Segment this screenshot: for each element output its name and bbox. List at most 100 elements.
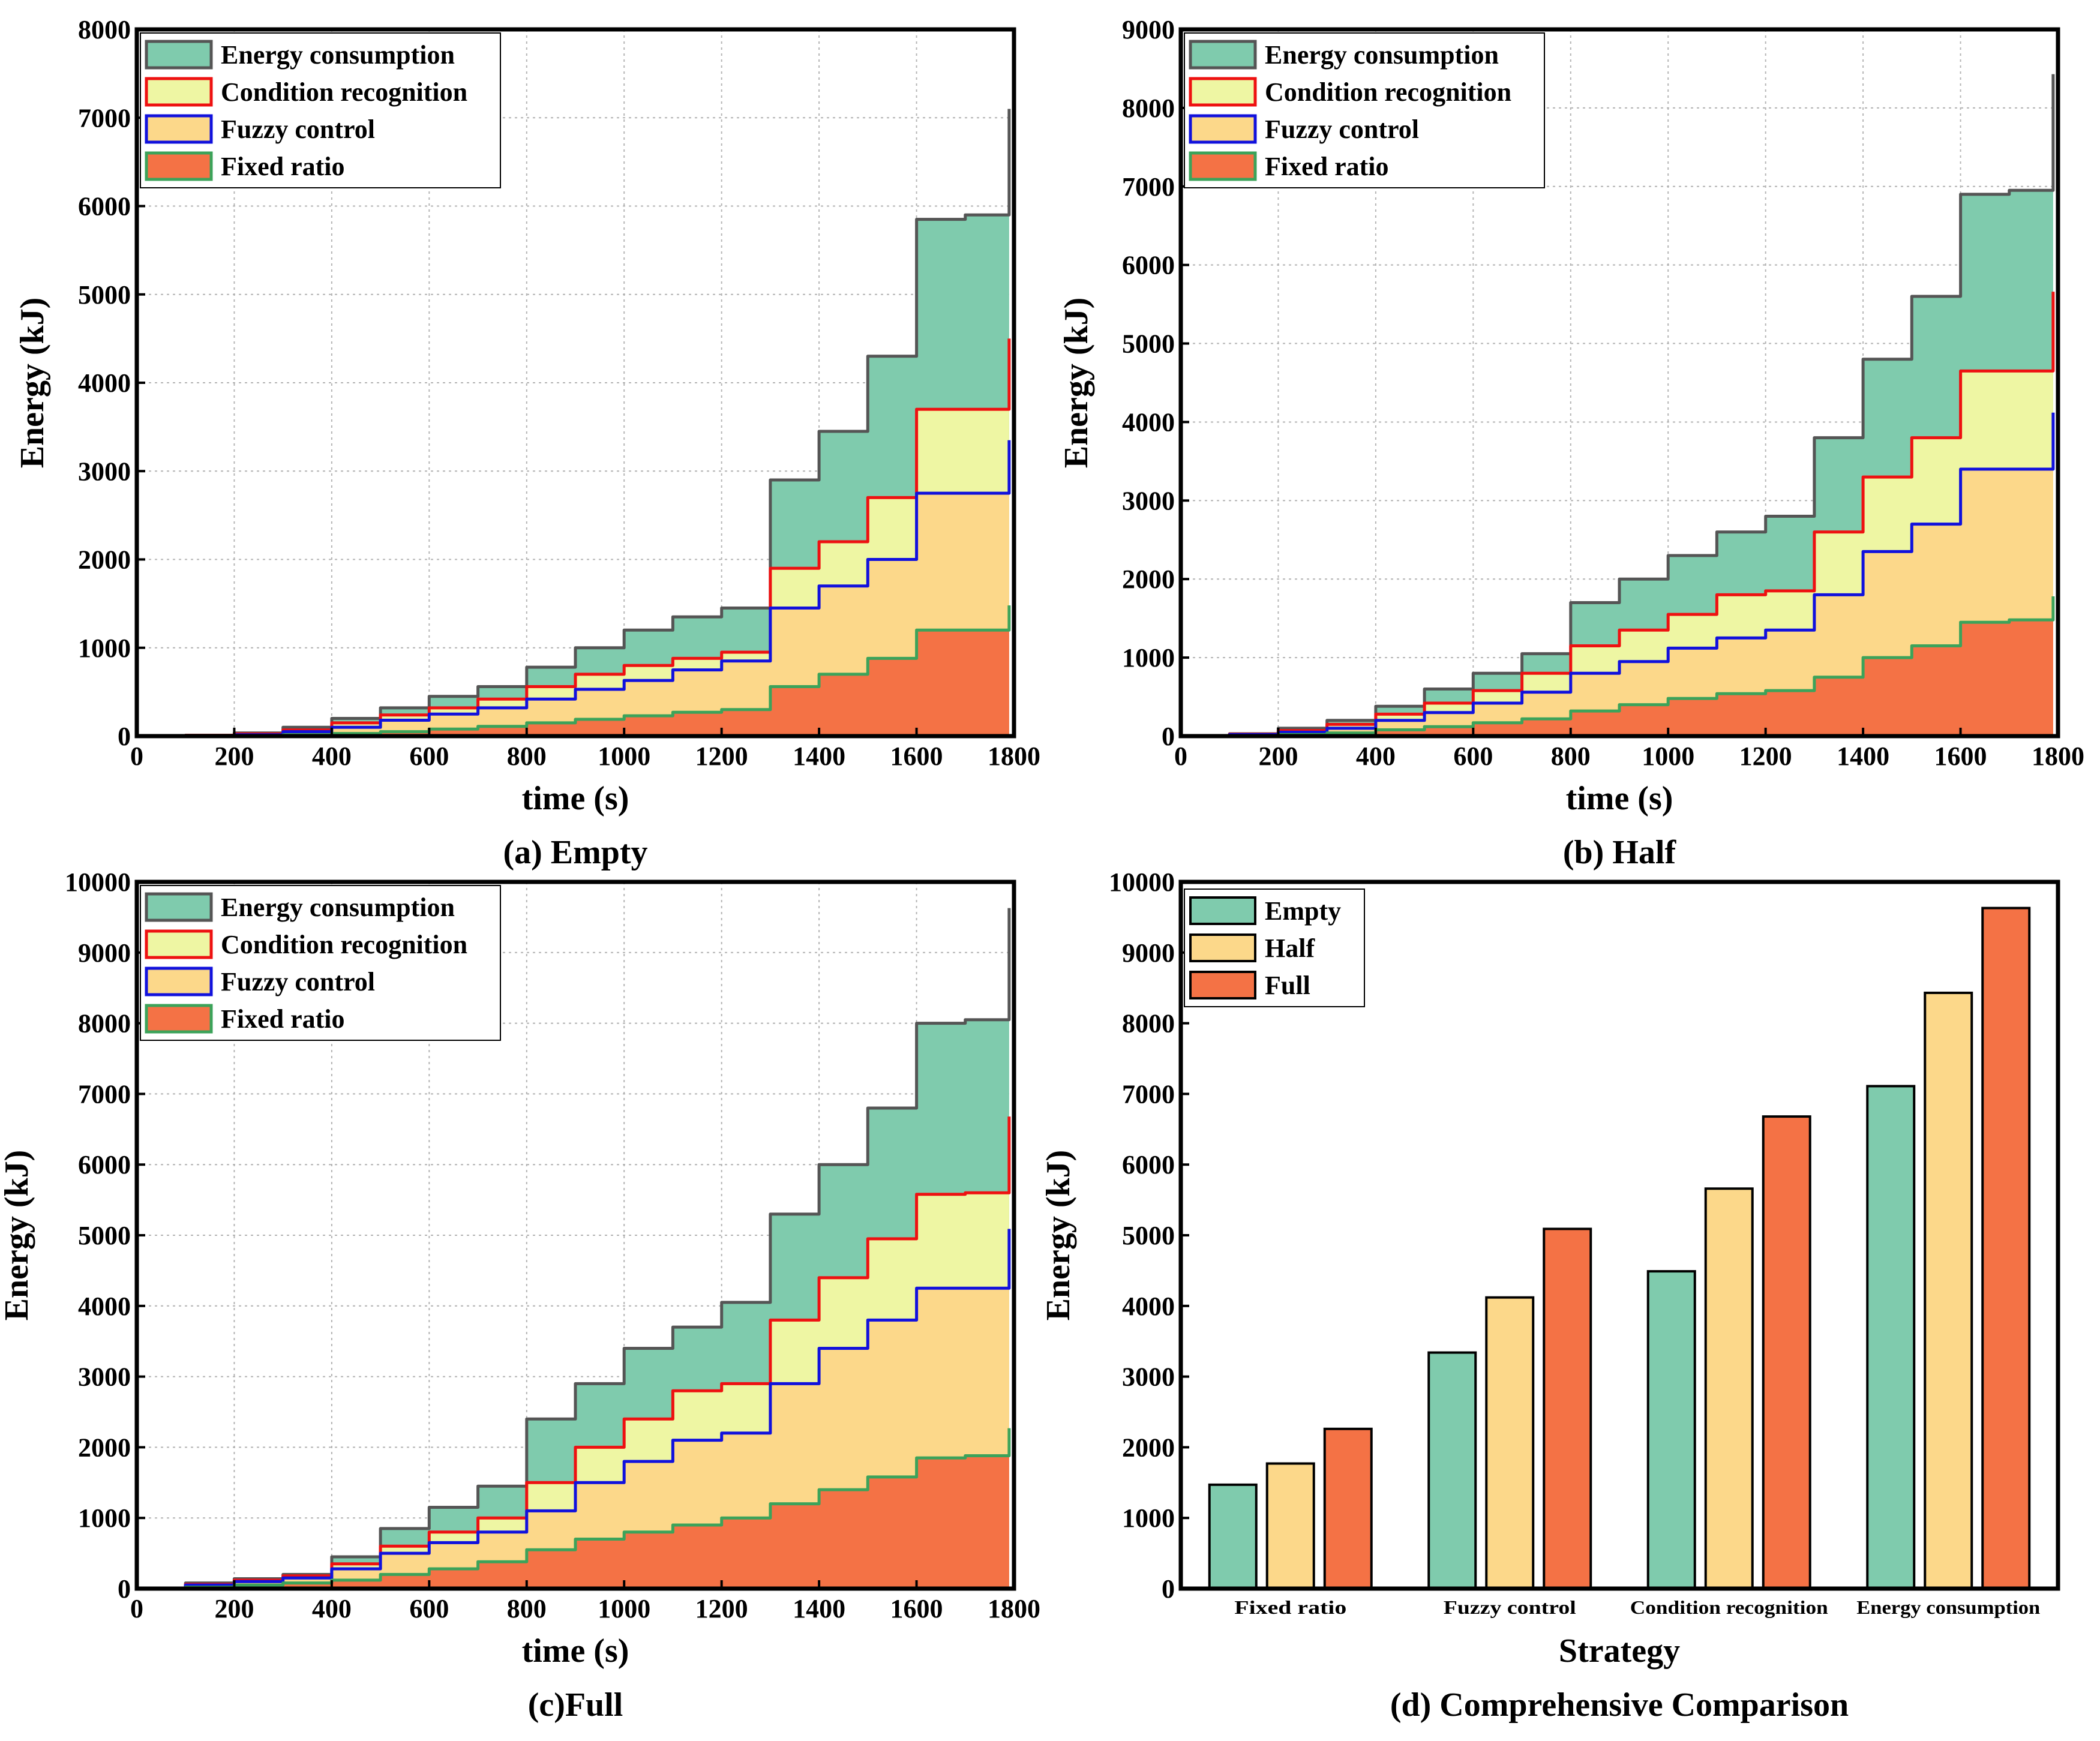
y-tick-label: 6000 — [78, 192, 131, 221]
y-tick-label: 8000 — [78, 15, 131, 44]
x-tick-label: 0 — [130, 742, 143, 771]
area-fixed-ratio — [137, 1428, 1009, 1589]
legend-label-fixed-ratio: Fixed ratio — [1265, 152, 1389, 181]
x-tick-label: 400 — [312, 742, 352, 771]
panel-comprehensive-comparison: Fixed ratio Fuzzy control Condition recogn… — [1040, 868, 2060, 1724]
y-tick-label: 3000 — [78, 1362, 131, 1392]
legend: Energy consumption Condition recognition F… — [140, 32, 501, 188]
bar-full-condition-recognition — [1762, 1115, 1811, 1590]
x-tick-label: 800 — [507, 742, 547, 771]
legend-swatch-energy-consumption — [1189, 40, 1257, 70]
area-fuzzy-control — [137, 1229, 1009, 1589]
x-axis-label: time (s) — [1566, 780, 1673, 817]
line-fixed-ratio — [137, 1428, 1011, 1589]
y-tick-label: 9000 — [1122, 938, 1175, 968]
bar-empty-condition-recognition — [1646, 1270, 1696, 1590]
line-energy-consumption — [137, 109, 1011, 736]
x-tick-label: Condition recognition — [1630, 1596, 1828, 1618]
legend: Empty Half Full — [1184, 888, 1365, 1007]
bar-full-energy-consumption — [1981, 906, 2031, 1590]
areas — [137, 908, 1011, 1589]
x-tick-label: 0 — [130, 1594, 143, 1623]
y-tick-label: 6000 — [78, 1150, 131, 1179]
legend: Energy consumption Condition recognition F… — [1184, 32, 1545, 188]
line-condition-recognition — [137, 1116, 1011, 1589]
x-tick-label: 1000 — [598, 742, 650, 771]
y-tick-label: 4000 — [1122, 407, 1175, 437]
legend-label-condition-recognition: Condition recognition — [221, 77, 467, 107]
y-tick-label: 0 — [118, 1574, 131, 1604]
legend-swatch-fixed-ratio — [145, 151, 213, 181]
legend: Energy consumption Condition recognition F… — [140, 885, 501, 1041]
legend-swatch-half — [1189, 933, 1256, 962]
y-tick-label: 8000 — [1122, 94, 1175, 123]
bar-full-fixed-ratio — [1323, 1427, 1373, 1590]
y-axis-label: Energy (kJ) — [1058, 298, 1095, 469]
legend-swatch-fuzzy-control — [145, 966, 213, 996]
legend-swatch-fixed-ratio — [1189, 151, 1257, 181]
legend-label-energy-consumption: Energy consumption — [221, 40, 455, 70]
x-axis-label: time (s) — [522, 1632, 629, 1670]
x-tick-label: 600 — [1453, 742, 1493, 771]
x-tick-label: 1200 — [1739, 742, 1792, 771]
y-tick-label: 7000 — [78, 103, 131, 133]
x-tick-label: 600 — [409, 1594, 449, 1623]
legend-swatch-fixed-ratio — [145, 1004, 213, 1034]
bar-half-fuzzy-control — [1485, 1296, 1535, 1590]
y-tick-label: 6000 — [1122, 1150, 1175, 1179]
bar-half-fixed-ratio — [1265, 1462, 1315, 1590]
x-tick-label: 800 — [1551, 742, 1591, 771]
panel-caption: (d) Comprehensive Comparison — [1390, 1686, 1849, 1724]
y-tick-label: 0 — [118, 722, 131, 751]
y-tick-label: 2000 — [78, 545, 131, 575]
x-tick-label: 200 — [1258, 742, 1298, 771]
x-tick-label: 1400 — [793, 1594, 845, 1623]
x-tick-label: 600 — [409, 742, 449, 771]
y-tick-label: 1000 — [78, 1503, 131, 1533]
y-tick-label: 3000 — [1122, 1362, 1175, 1392]
panel-empty: 0 200 400 600 800 1000 1200 1400 1600 1800 0 1000 20… — [14, 15, 1040, 871]
y-tick-label: 1000 — [1122, 643, 1175, 673]
y-tick-label: 2000 — [1122, 565, 1175, 594]
x-tick-label: Energy consumption — [1856, 1596, 2040, 1618]
legend-label-half: Half — [1265, 933, 1315, 963]
x-tick-label: 1200 — [695, 1594, 748, 1623]
y-tick-label: 1000 — [78, 634, 131, 663]
y-tick-label: 5000 — [78, 1221, 131, 1250]
legend-label-fuzzy-control: Fuzzy control — [221, 967, 375, 996]
y-tick-label: 8000 — [78, 1009, 131, 1038]
y-tick-label: 2000 — [1122, 1433, 1175, 1462]
x-tick-label: 800 — [507, 1594, 547, 1623]
legend-label-energy-consumption: Energy consumption — [221, 893, 455, 922]
y-tick-label: 8000 — [1122, 1009, 1175, 1038]
bar-half-energy-consumption — [1924, 991, 1973, 1590]
bar-half-condition-recognition — [1704, 1187, 1754, 1590]
area-fuzzy-control — [137, 440, 1009, 736]
areas — [1181, 74, 2055, 736]
y-tick-label: 0 — [1162, 1574, 1175, 1604]
bar-full-fuzzy-control — [1543, 1227, 1592, 1590]
y-tick-label: 4000 — [78, 368, 131, 398]
plot-frame — [1178, 27, 2060, 739]
y-axis-label: Energy (kJ) — [14, 298, 51, 469]
x-tick-label: 1800 — [988, 1594, 1040, 1623]
x-tick-label: 400 — [312, 1594, 352, 1623]
y-tick-label: 7000 — [78, 1079, 131, 1109]
legend-label-energy-consumption: Energy consumption — [1265, 40, 1499, 70]
y-tick-label: 5000 — [1122, 1221, 1175, 1250]
legend-swatch-energy-consumption — [145, 40, 213, 70]
legend-label-condition-recognition: Condition recognition — [1265, 77, 1511, 107]
y-tick-label: 3000 — [1122, 486, 1175, 515]
x-tick-label: 1400 — [1837, 742, 1889, 771]
x-tick-label: 1600 — [1934, 742, 1987, 771]
areas — [137, 109, 1011, 736]
y-tick-label: 10000 — [65, 868, 131, 897]
x-tick-label: 1800 — [2032, 742, 2084, 771]
panel-half: 0 200 400 600 800 1000 1200 1400 1600 1800 0 1000 20… — [1058, 15, 2084, 871]
panel-caption: (b) Half — [1563, 834, 1677, 871]
legend-label-condition-recognition: Condition recognition — [221, 930, 467, 959]
legend-swatch-full — [1189, 971, 1256, 999]
line-fuzzy-control — [137, 1229, 1011, 1589]
y-tick-label: 9000 — [78, 938, 131, 968]
